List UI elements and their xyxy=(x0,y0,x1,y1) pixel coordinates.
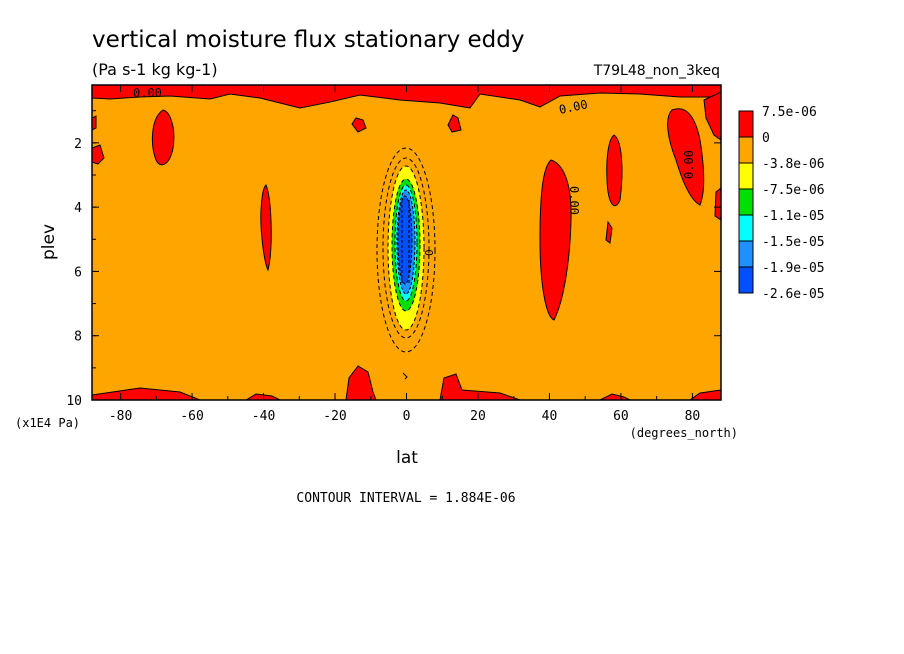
contour-label-core: 0 xyxy=(423,249,436,256)
x-units: (degrees_north) xyxy=(630,426,738,440)
y-tick-label: 6 xyxy=(74,265,82,280)
negative-core-level-blue xyxy=(397,195,413,285)
x-tick-label: -40 xyxy=(252,409,275,424)
positive-region-lat-58 xyxy=(606,134,623,207)
y-units: (x1E4 Pa) xyxy=(15,416,80,430)
contour-label-1: 0.00 xyxy=(133,86,162,100)
y-tick-label: 10 xyxy=(66,394,82,409)
colorbar-swatch xyxy=(738,188,754,216)
positive-region-lat-m68 xyxy=(151,109,175,166)
x-tick-label: 40 xyxy=(542,409,558,424)
colorbar-swatch xyxy=(738,110,754,138)
colorbar-label: -7.5e-06 xyxy=(762,183,825,198)
colorbar-swatch xyxy=(738,266,754,294)
x-tick-label: -60 xyxy=(180,409,203,424)
x-tick-label: 80 xyxy=(685,409,701,424)
y-tick-label: 4 xyxy=(74,201,82,216)
colorbar: 7.5e-06 0 -3.8e-06 -7.5e-06 -1.1e-05 -1.5e-05… xyxy=(738,105,825,302)
colorbar-label: -2.6e-05 xyxy=(762,287,825,302)
colorbar-label: 7.5e-06 xyxy=(762,105,817,120)
positive-region-bottom-3 xyxy=(439,373,521,400)
positive-region-right-edge xyxy=(703,91,721,141)
x-axis-label: lat xyxy=(396,448,418,468)
colorbar-label: 0 xyxy=(762,131,770,146)
contour-label-3: 0.00 xyxy=(567,186,581,215)
colorbar-label: -1.9e-05 xyxy=(762,261,825,276)
colorbar-swatch xyxy=(738,136,754,164)
positive-region-bottom-4 xyxy=(245,393,281,400)
positive-region-left-edge xyxy=(92,144,105,165)
y-axis-label: plev xyxy=(39,224,59,260)
y-tick-label: 8 xyxy=(74,330,82,345)
y-tick-label: 2 xyxy=(74,137,82,152)
x-tick-label: -20 xyxy=(323,409,346,424)
chart-units: (Pa s-1 kg kg-1) xyxy=(92,60,218,79)
contour-label-4: 0.00 xyxy=(682,150,696,179)
colorbar-label: -1.5e-05 xyxy=(762,235,825,250)
positive-region-lat-40 xyxy=(539,159,572,321)
x-tick-label: 60 xyxy=(613,409,629,424)
negative-core-dashed-mid xyxy=(382,157,430,339)
colorbar-swatch xyxy=(738,214,754,242)
chart-title: vertical moisture flux stationary eddy xyxy=(92,27,525,53)
x-tick-label: 20 xyxy=(470,409,486,424)
positive-region-left-edge-2 xyxy=(92,115,97,131)
positive-region-top-small-2 xyxy=(447,114,462,133)
negative-core: 0 xyxy=(376,147,436,353)
x-tick-label: -80 xyxy=(109,409,132,424)
positive-region-bottom-6 xyxy=(689,389,721,400)
positive-region-bottom-2 xyxy=(345,365,377,400)
y-axis: 2 4 6 8 10 xyxy=(66,110,721,409)
plot-area: 0 0.00 0.00 0.00 0.00 xyxy=(92,85,721,400)
colorbar-swatch xyxy=(738,240,754,268)
small-mark-bottom xyxy=(402,372,408,380)
colorbar-swatch xyxy=(738,162,754,190)
positive-region-top xyxy=(92,85,721,109)
contour-interval-footer: CONTOUR INTERVAL = 1.884E-06 xyxy=(296,491,515,506)
x-tick-label: 0 xyxy=(403,409,411,424)
colorbar-label: -1.1e-05 xyxy=(762,209,825,224)
colorbar-label: -3.8e-06 xyxy=(762,157,825,172)
dataset-label: T79L48_non_3keq xyxy=(593,63,720,79)
positive-region-bottom-5 xyxy=(599,393,631,400)
negative-core-dashed-outer xyxy=(376,147,436,353)
contour-label-2: 0.00 xyxy=(558,97,589,117)
positive-region-top-small-1 xyxy=(351,117,367,133)
positive-region-lat-80 xyxy=(667,108,705,206)
positive-region-right-edge-2 xyxy=(714,187,721,221)
positive-region-bottom-1 xyxy=(92,387,201,400)
positive-region-lat-58-small xyxy=(605,220,613,244)
positive-region-lat-m40 xyxy=(260,184,272,272)
x-axis: -80 -60 -40 -20 0 20 40 60 80 xyxy=(109,85,700,424)
